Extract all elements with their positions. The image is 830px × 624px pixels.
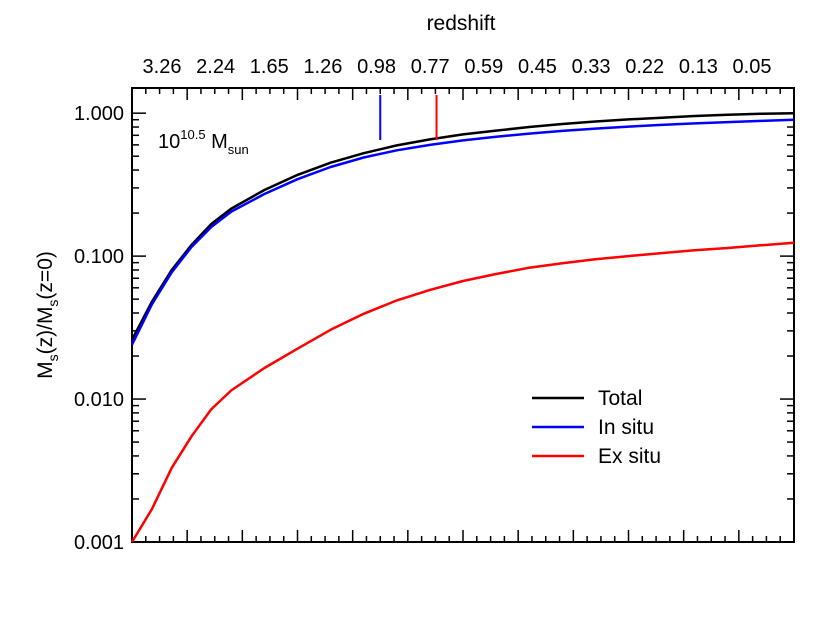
y-tick-label: 0.001 bbox=[74, 532, 124, 554]
y-tick-label: 0.100 bbox=[74, 246, 124, 268]
series-lines bbox=[130, 111, 795, 543]
top-axis-label: redshift bbox=[427, 12, 496, 35]
y-label-m1: M bbox=[34, 361, 57, 379]
top-tick-label: 0.77 bbox=[411, 56, 450, 78]
top-tick-label: 0.45 bbox=[518, 56, 557, 78]
y-label-end: (z=0) bbox=[34, 251, 57, 299]
mass-annotation: 1010.5 Msun bbox=[158, 127, 249, 157]
top-tick-label: 0.33 bbox=[572, 56, 611, 78]
mass-m: M bbox=[206, 131, 228, 153]
series-line-ex-situ bbox=[130, 241, 795, 543]
legend: Total In situ Ex situ bbox=[532, 387, 661, 468]
y-label-sub1: s bbox=[45, 354, 61, 361]
top-tick-label: 0.98 bbox=[357, 56, 396, 78]
top-tick-label: 0.05 bbox=[733, 56, 772, 78]
legend-label: Total bbox=[598, 387, 642, 410]
series-line-in-situ bbox=[130, 118, 795, 346]
legend-label: In situ bbox=[598, 416, 654, 439]
top-tick-labels: 3.26 2.24 1.65 1.26 0.98 0.77 0.59 0.45 0.33 0.22… bbox=[143, 56, 772, 78]
legend-label: Ex situ bbox=[598, 445, 661, 468]
markers bbox=[379, 95, 438, 140]
series-line-total bbox=[130, 111, 795, 341]
y-tick-labels: 1.000 0.100 0.010 0.001 bbox=[74, 103, 124, 554]
y-label-mid: (z)/M bbox=[34, 307, 57, 355]
top-tick-label: 0.22 bbox=[625, 56, 664, 78]
y-tick-label: 1.000 bbox=[74, 103, 124, 125]
y-label-sub2: s bbox=[45, 300, 61, 307]
y-axis-label: Ms(z)/Ms(z=0) bbox=[34, 251, 61, 379]
mass-exponent: 10.5 bbox=[180, 127, 205, 142]
top-tick-label: 0.59 bbox=[464, 56, 503, 78]
mass-subscript: sun bbox=[228, 142, 249, 157]
top-tick-label: 0.13 bbox=[679, 56, 718, 78]
top-tick-label: 3.26 bbox=[143, 56, 182, 78]
top-tick-label: 2.24 bbox=[196, 56, 235, 78]
y-tick-label: 0.010 bbox=[74, 389, 124, 411]
mass-base: 10 bbox=[158, 131, 180, 153]
top-tick-label: 1.26 bbox=[303, 56, 342, 78]
top-tick-label: 1.65 bbox=[250, 56, 289, 78]
